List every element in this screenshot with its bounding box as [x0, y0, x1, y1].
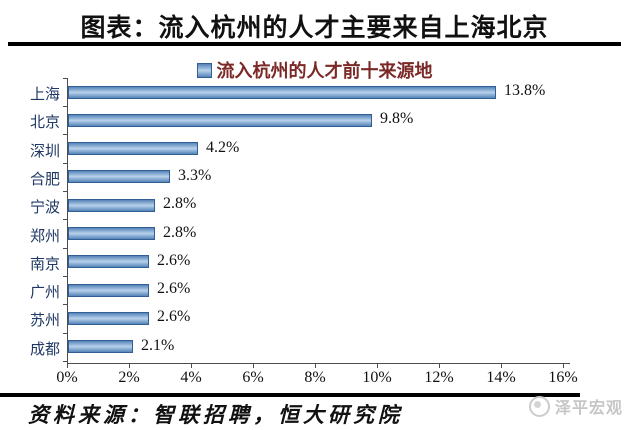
y-axis-tick	[63, 78, 67, 79]
data-label: 13.8%	[504, 82, 546, 99]
bar	[68, 227, 155, 240]
data-label: 2.6%	[157, 280, 191, 298]
legend-label: 流入杭州的人才前十来源地	[216, 61, 433, 81]
category-label: 深圳	[29, 143, 60, 160]
bar	[68, 283, 149, 297]
x-axis-tick	[315, 363, 316, 368]
source-note: 资料来源：智联招聘，恒大研究院	[28, 403, 403, 427]
x-axis-tick	[377, 363, 378, 368]
watermark: 泽平宏观	[528, 394, 623, 418]
x-axis-tick-label: 10%	[362, 369, 392, 386]
y-axis-tick	[63, 361, 67, 362]
y-axis-tick	[63, 219, 67, 220]
category-label: 宁波	[29, 200, 60, 217]
watermark-logo-icon	[528, 395, 550, 417]
data-label: 2.6%	[157, 251, 191, 269]
category-label: 北京	[29, 115, 60, 132]
data-label: 2.6%	[157, 308, 191, 326]
x-axis-tick-label: 12%	[424, 369, 454, 386]
y-axis-line	[67, 78, 68, 363]
x-axis-tick	[191, 363, 192, 368]
data-label: 2.1%	[141, 336, 175, 354]
x-axis-tick	[439, 363, 440, 368]
top-divider	[8, 42, 621, 46]
y-axis-tick	[63, 333, 67, 334]
bar	[68, 340, 133, 354]
bar	[68, 255, 149, 269]
chart-legend: 流入杭州的人才前十来源地	[0, 57, 629, 83]
category-label: 上海	[29, 87, 60, 103]
data-label: 2.8%	[163, 223, 197, 241]
category-label: 郑州	[29, 228, 60, 245]
bar	[68, 198, 155, 212]
x-axis-line	[67, 363, 570, 364]
x-axis-tick-label: 6%	[242, 369, 264, 386]
x-axis-tick	[67, 363, 68, 368]
data-label: 3.3%	[178, 166, 212, 184]
y-axis-tick	[63, 163, 67, 164]
y-axis-tick	[63, 304, 67, 305]
data-label: 9.8%	[380, 110, 414, 128]
y-axis-tick	[63, 276, 67, 277]
x-axis-tick-label: 0%	[56, 369, 78, 386]
category-label: 合肥	[29, 171, 60, 188]
data-label: 4.2%	[206, 138, 240, 156]
bar	[68, 113, 372, 127]
data-label: 2.8%	[163, 195, 197, 213]
legend-swatch-icon	[196, 62, 212, 78]
bar	[68, 142, 198, 156]
y-axis-tick	[63, 106, 67, 107]
category-label: 广州	[29, 285, 60, 302]
bottom-divider	[0, 393, 580, 397]
x-axis-tick-label: 4%	[180, 369, 202, 386]
category-label: 成都	[29, 341, 60, 358]
page-title: 图表：流入杭州的人才主要来自上海北京	[80, 15, 549, 42]
x-axis-tick	[253, 363, 254, 368]
x-axis-tick-label: 14%	[486, 369, 516, 386]
x-axis-tick	[563, 363, 564, 368]
y-axis-tick	[63, 134, 67, 135]
category-label: 苏州	[29, 313, 60, 330]
x-axis-tick	[501, 363, 502, 368]
bar	[68, 311, 149, 325]
x-axis-tick-label: 16%	[548, 369, 578, 386]
bar	[68, 85, 496, 99]
y-axis-tick	[63, 248, 67, 249]
x-axis-tick-label: 2%	[118, 369, 140, 386]
watermark-label: 泽平宏观	[554, 400, 623, 417]
x-axis-tick	[129, 363, 130, 368]
x-axis-tick-label: 8%	[304, 369, 326, 386]
y-axis-tick	[63, 191, 67, 192]
category-label: 南京	[29, 256, 60, 273]
bar	[68, 170, 170, 184]
